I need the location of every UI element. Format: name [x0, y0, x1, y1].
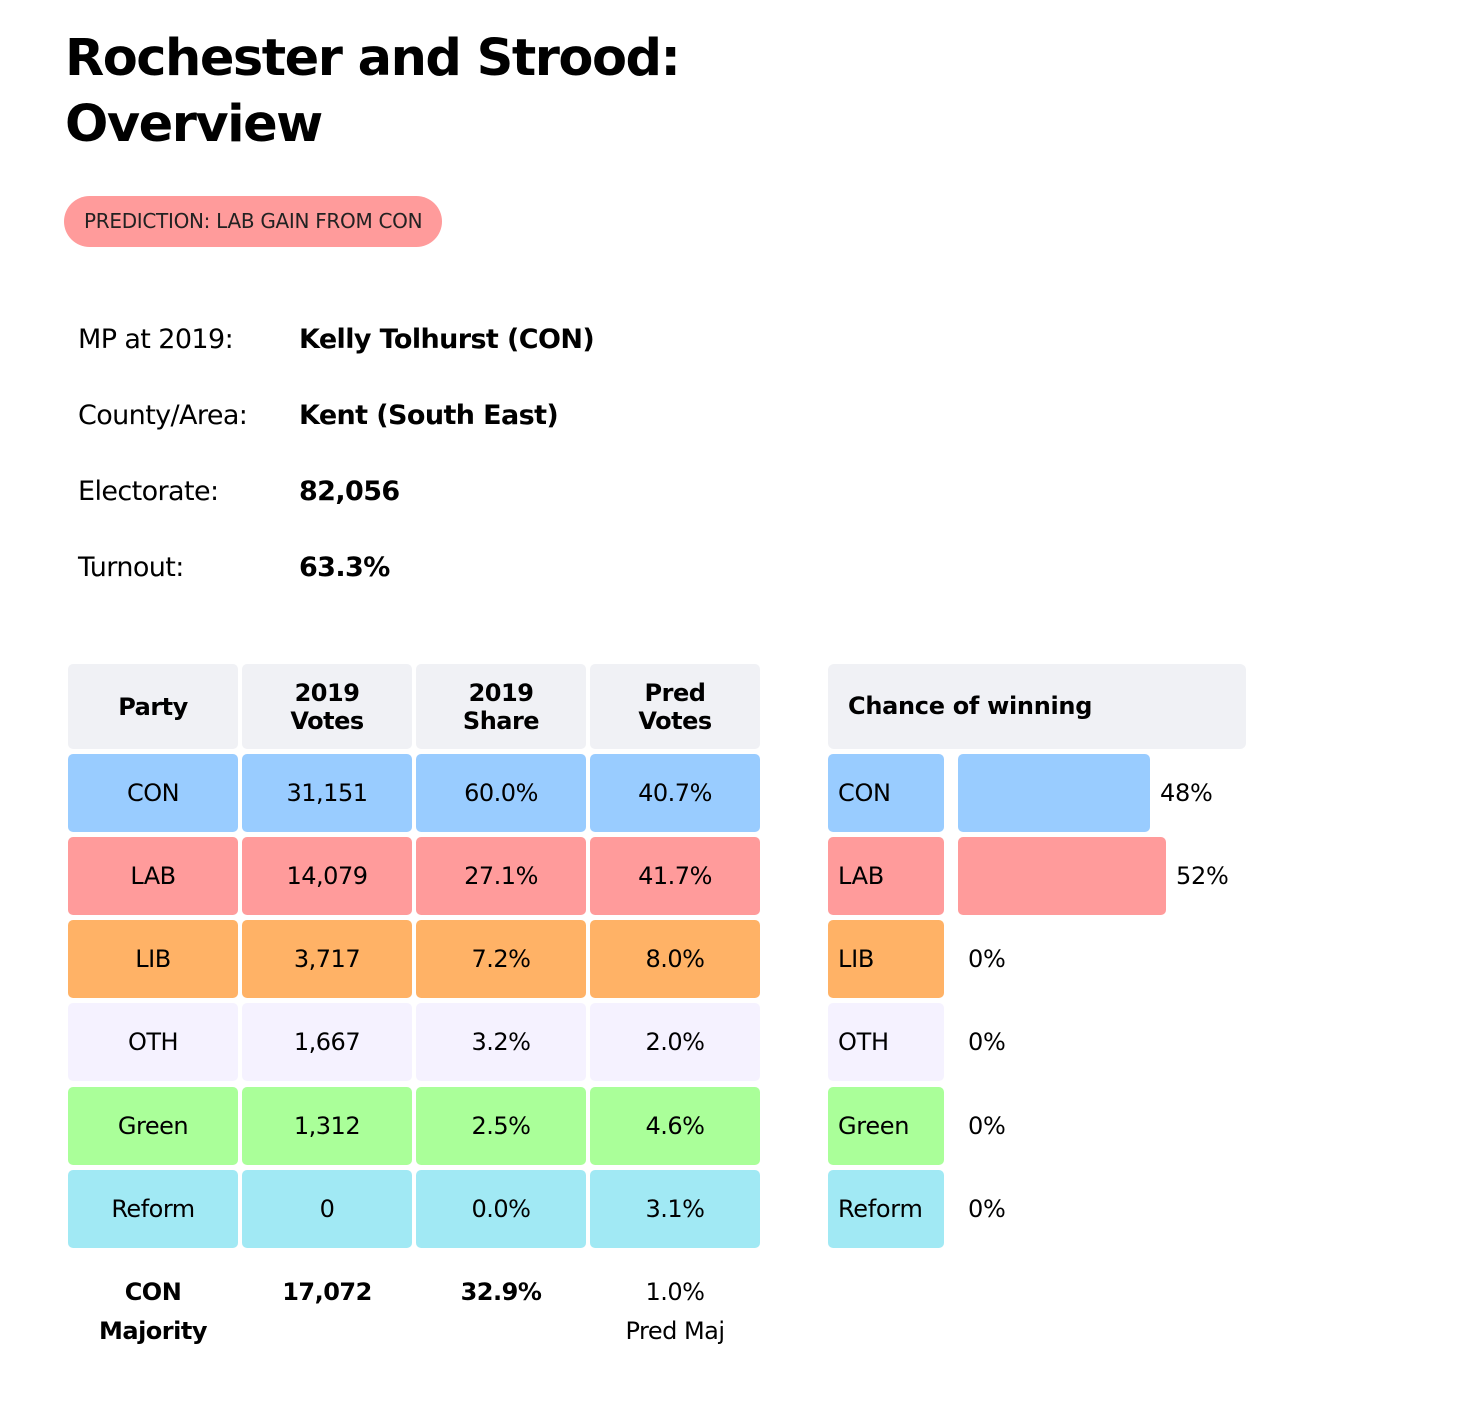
chance-party: LIB [828, 920, 944, 998]
info-value: Kelly Tolhurst (CON) [299, 324, 595, 355]
chance-pct: 52% [1176, 862, 1229, 890]
table-cell-pred: 2.0% [590, 1003, 760, 1081]
table-cell-pred: 3.1% [590, 1170, 760, 1248]
table-cell-votes: 0 [242, 1170, 412, 1248]
table-cell-votes: 31,151 [242, 754, 412, 832]
table-cell-party: LAB [68, 837, 238, 915]
chance-party: Reform [828, 1170, 944, 1248]
info-label: County/Area: [78, 400, 248, 431]
footer-majority-share: 32.9% [460, 1278, 542, 1306]
footer-pred-maj: 1.0% [645, 1278, 705, 1306]
table-cell-party: Reform [68, 1170, 238, 1248]
footer-majority-label: CON Majority [99, 1278, 207, 1345]
info-label: MP at 2019: [78, 324, 234, 355]
chance-pct: 48% [1160, 779, 1213, 807]
table-cell-pred: 41.7% [590, 837, 760, 915]
chance-party: OTH [828, 1003, 944, 1081]
chance-party: Green [828, 1087, 944, 1165]
table-cell-share: 0.0% [416, 1170, 586, 1248]
table-cell-share: 27.1% [416, 837, 586, 915]
info-value: 82,056 [299, 476, 400, 507]
chance-party: CON [828, 754, 944, 832]
info-value: Kent (South East) [299, 400, 559, 431]
column-header: Pred Votes [590, 664, 760, 749]
footer-pred-maj-label: Pred Maj [625, 1317, 725, 1345]
table-cell-share: 7.2% [416, 920, 586, 998]
table-cell-party: Green [68, 1087, 238, 1165]
page-title: Rochester and Strood: Overview [65, 29, 681, 154]
table-cell-party: CON [68, 754, 238, 832]
chance-bar [958, 754, 1150, 832]
table-cell-votes: 14,079 [242, 837, 412, 915]
info-label: Turnout: [78, 552, 184, 583]
column-header: 2019 Votes [242, 664, 412, 749]
chance-pct: 0% [968, 945, 1006, 973]
table-cell-votes: 1,312 [242, 1087, 412, 1165]
footer-majority-votes: 17,072 [282, 1278, 372, 1306]
table-cell-pred: 8.0% [590, 920, 760, 998]
info-value: 63.3% [299, 552, 390, 583]
table-cell-party: OTH [68, 1003, 238, 1081]
table-cell-share: 60.0% [416, 754, 586, 832]
table-cell-share: 3.2% [416, 1003, 586, 1081]
chance-pct: 0% [968, 1028, 1006, 1056]
chance-header: Chance of winning [828, 664, 1246, 749]
chance-pct: 0% [968, 1195, 1006, 1223]
chance-bar [958, 837, 1166, 915]
column-header: 2019 Share [416, 664, 586, 749]
prediction-badge: PREDICTION: LAB GAIN FROM CON [64, 196, 443, 247]
table-cell-party: LIB [68, 920, 238, 998]
table-cell-votes: 3,717 [242, 920, 412, 998]
info-label: Electorate: [78, 476, 219, 507]
chance-party: LAB [828, 837, 944, 915]
chance-pct: 0% [968, 1112, 1006, 1140]
table-cell-votes: 1,667 [242, 1003, 412, 1081]
column-header: Party [68, 664, 238, 749]
table-cell-pred: 40.7% [590, 754, 760, 832]
table-cell-share: 2.5% [416, 1087, 586, 1165]
table-cell-pred: 4.6% [590, 1087, 760, 1165]
